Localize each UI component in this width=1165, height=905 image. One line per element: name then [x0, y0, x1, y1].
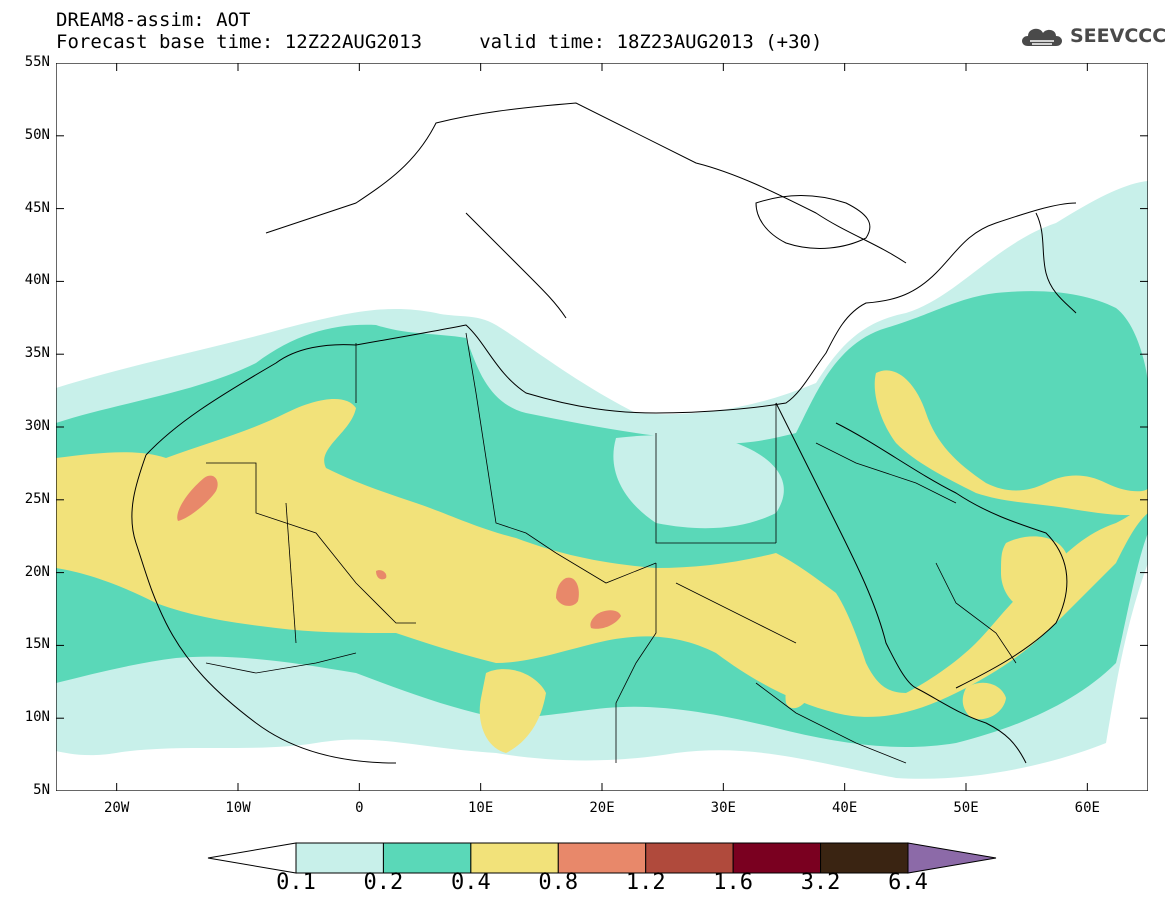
colorbar-label: 6.4 [888, 870, 928, 895]
lat-label: 20N [24, 563, 50, 580]
aot-patch-0.8-a [177, 475, 218, 521]
colorbar-cell [645, 842, 734, 874]
aot-patch-0.8-c [590, 610, 621, 629]
lon-label: 60E [1074, 800, 1100, 816]
colorbar-label: 0.8 [538, 870, 579, 895]
lat-label: 25N [24, 490, 50, 507]
aot-field [56, 181, 1148, 779]
coast-horn [915, 687, 1027, 764]
lat-label: 40N [24, 272, 50, 289]
aot-blob-ethiopia [785, 671, 813, 709]
coast-north-africa [145, 202, 1077, 456]
coast-west-africa [131, 454, 397, 764]
coast-arabia [835, 422, 1068, 689]
lon-label: 10E [468, 800, 494, 816]
aot-band-0.4 [56, 398, 1148, 717]
colorbar [207, 842, 997, 874]
aot-blob-sahel [479, 669, 546, 753]
colorbar-cell [470, 842, 559, 874]
aot-map [56, 63, 1148, 791]
colorbar-cell-min [207, 842, 297, 874]
seevccc-logo: SEEVCCC [1018, 22, 1165, 50]
coast-italy [465, 212, 567, 319]
coast-europe [265, 102, 907, 264]
aot-patch-0.8-d [376, 570, 387, 580]
colorbar-cell [732, 842, 822, 874]
coast-caspian [1035, 212, 1077, 314]
cloud-icon [1022, 28, 1062, 46]
lon-label: 40E [832, 800, 858, 816]
lat-label: 55N [24, 54, 50, 70]
title-line-2: Forecast base time: 12Z22AUG2013 valid t… [56, 31, 823, 53]
colorbar-label: 0.4 [450, 870, 491, 895]
lon-label: 20W [104, 800, 130, 816]
lat-label: 15N [24, 636, 50, 653]
aot-blob-yemen [962, 682, 1006, 720]
colorbar-cell [295, 842, 384, 874]
lat-label: 30N [24, 418, 50, 434]
axis-ticks [56, 63, 1148, 791]
aot-blob-oman [1001, 536, 1067, 609]
coast-black-sea [755, 195, 871, 249]
aot-blob-arabia [874, 370, 1148, 516]
lon-label: 20E [589, 800, 615, 816]
lat-label: 10N [24, 709, 50, 726]
title-line-1: DREAM8-assim: AOT [56, 9, 251, 31]
aot-patch-0.8-b [556, 577, 579, 606]
lat-label: 35N [24, 345, 50, 362]
colorbar-label: 3.2 [800, 870, 841, 895]
lon-label: 10W [225, 800, 251, 816]
lon-label: 50E [953, 800, 979, 816]
colorbar-label: 1.2 [625, 870, 666, 895]
lon-label: 0 [355, 800, 364, 816]
lat-label: 5N [33, 782, 50, 798]
colorbar-label: 0.2 [363, 870, 404, 895]
colorbar-label: 0.1 [276, 870, 316, 895]
colorbar-cell-max [907, 842, 997, 874]
colorbar-cell [382, 842, 472, 874]
lat-label: 45N [24, 199, 50, 216]
colorbar-cell [820, 842, 909, 874]
colorbar-cell [557, 842, 647, 874]
coastlines [131, 102, 1077, 764]
coast-red-sea [775, 402, 917, 689]
logo-text: SEEVCCC [1070, 25, 1165, 47]
lon-label: 30E [710, 800, 736, 816]
borders [205, 332, 1017, 764]
lat-label: 50N [24, 126, 50, 143]
colorbar-label: 1.6 [713, 870, 754, 895]
